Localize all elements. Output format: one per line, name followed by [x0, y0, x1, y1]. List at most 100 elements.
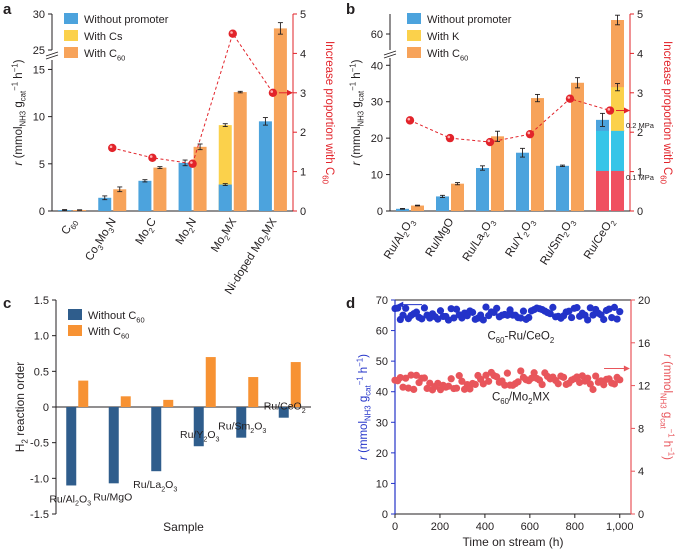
increase-proportion-dot — [445, 133, 455, 143]
dot-highlight — [270, 90, 274, 93]
y-axis-label: r (mmolNH3 gcat−1 h−1) — [11, 59, 28, 165]
scatter-point-c60-mo2mx — [578, 372, 586, 380]
x-axis-label: Time on stream (h) — [463, 535, 564, 549]
scatter-point-c60-ru-ceo2 — [567, 313, 576, 322]
scatter-point-c60-ru-ceo2 — [613, 315, 621, 323]
scatter-point-c60-mo2mx — [455, 372, 463, 380]
bar-without-promoter — [218, 184, 232, 211]
scatter-point-c60-ru-ceo2 — [565, 307, 573, 315]
y-tick-label: 20 — [376, 448, 388, 460]
scatter-point-c60-ru-ceo2 — [420, 304, 429, 312]
legend-swatch — [407, 13, 421, 24]
x-category-label: Ru/Al2O3 — [49, 493, 91, 507]
scatter-point-c60-ru-ceo2 — [399, 311, 407, 319]
y2-tick-label: 5 — [637, 9, 643, 21]
x-tick-label: 200 — [431, 521, 449, 533]
scatter-point-c60-ru-ceo2 — [402, 304, 410, 312]
x-tick-label: Ru/Sm2O3 — [538, 216, 578, 268]
increase-proportion-line — [112, 32, 274, 165]
y2-tick-label: 0 — [300, 206, 306, 218]
scatter-point-c60-ru-ceo2 — [418, 315, 426, 323]
y2-tick-label: 4 — [300, 48, 306, 60]
scatter-point-c60-mo2mx — [527, 374, 536, 382]
y-tick-label: 1.5 — [34, 295, 49, 307]
scatter-point-c60-mo2mx — [616, 376, 624, 384]
y2-tick-label: 2 — [300, 127, 306, 139]
scatter-point-c60-mo2mx — [573, 373, 581, 381]
legend-label: With C60 — [427, 48, 468, 62]
legend-swatch — [64, 13, 78, 24]
scatter-point-c60-mo2mx — [410, 385, 418, 394]
legend-swatch — [68, 325, 82, 336]
dot-highlight — [190, 161, 193, 164]
bar-with-c60 — [273, 28, 287, 212]
y-tick-label: 20 — [371, 133, 383, 145]
y-tick-label: 15 — [33, 64, 45, 76]
arrow-left-head — [397, 301, 404, 308]
y-tick-label: -0.5 — [30, 438, 49, 450]
panel-c: c -1.5 -1.0 -0.5 0 0.5 1.0 1.5 H2 reaction order… — [3, 295, 311, 534]
x-tick-label: Ru/MgO — [424, 216, 457, 259]
series-label: C60-Ru/CeO2 — [487, 331, 554, 345]
axis-break-gap — [46, 51, 58, 58]
scatter-point-c60-mo2mx — [586, 380, 594, 388]
increase-proportion-dot — [228, 29, 237, 38]
bar-with-c60 — [290, 362, 301, 407]
increase-proportion-dot — [405, 116, 415, 125]
bar-with-c60 — [491, 136, 504, 211]
pressure-label: 0.1 MPa — [626, 173, 655, 182]
scatter-point-c60-mo2mx — [447, 375, 455, 383]
bar-with-c60 — [153, 167, 167, 211]
y-tick-label: -1.5 — [30, 509, 49, 521]
dot-highlight — [487, 139, 491, 143]
y2-tick-label: 20 — [638, 295, 650, 307]
y-axis-label: H2 reaction order — [13, 362, 30, 453]
bar-with-c60 — [411, 205, 424, 211]
panel-d: d 0 200 400 600 800 1,000 0 10 20 30 40 50 60 70 0 4 8 12 1… — [346, 295, 675, 549]
x-category-label: Ru/La2O3 — [133, 479, 177, 493]
scatter-point-c60-ru-ceo2 — [468, 308, 477, 316]
bar-with-c60 — [193, 146, 207, 211]
bar-0.1mpa — [611, 170, 624, 211]
y-tick-label: 30 — [33, 9, 45, 21]
dot-highlight — [149, 155, 153, 158]
dot-highlight — [109, 145, 113, 149]
scatter-point-c60-ru-ceo2 — [584, 316, 592, 324]
scatter-point-c60-mo2mx — [530, 369, 538, 377]
scatter-point-c60-mo2mx — [538, 380, 546, 389]
y-tick-label: 0 — [39, 206, 45, 218]
y-tick-label: 10 — [376, 478, 388, 490]
bar-without-c60 — [108, 407, 119, 484]
y-tick-label: 60 — [376, 326, 388, 338]
axis-break-slash — [383, 50, 397, 56]
increase-proportion-dot — [565, 94, 575, 103]
scatter-point-c60-ru-ceo2 — [573, 304, 581, 312]
scatter-point-c60-ru-ceo2 — [549, 303, 557, 311]
bar-without-c60 — [66, 407, 77, 486]
legend-label: Without C60 — [88, 310, 145, 324]
scatter-point-c60-ru-ceo2 — [503, 311, 511, 319]
y2-tick-label: 0 — [638, 509, 644, 521]
scatter-point-c60-ru-ceo2 — [525, 313, 533, 322]
y-tick-label: 70 — [376, 295, 388, 307]
y2-axis-label: r (mmolNH3 gcat−1 h−1) — [659, 354, 676, 460]
y2-axis-label: Increase proportion with C60 — [321, 41, 335, 185]
y-tick-label: 30 — [371, 97, 383, 109]
bar-without-promoter — [476, 168, 489, 211]
legend-swatch — [64, 47, 78, 58]
y2-tick-label: 12 — [638, 381, 650, 393]
x-tick-label: 0 — [392, 521, 398, 533]
y2-tick-label: 3 — [300, 88, 306, 100]
bar-without-promoter — [516, 152, 529, 211]
scatter-point-c60-ru-ceo2 — [493, 304, 501, 312]
scatter-point-c60-ru-ceo2 — [450, 314, 458, 322]
legend-swatch — [407, 30, 421, 41]
panel-letter: d — [346, 295, 355, 312]
bar-with-c60 — [120, 396, 131, 407]
y-tick-label: 0 — [377, 206, 383, 218]
legend-label: With Cs — [84, 31, 123, 43]
bar-without-c60 — [193, 407, 204, 447]
legend-label: With K — [427, 31, 460, 43]
bar-without-promoter — [436, 196, 449, 211]
